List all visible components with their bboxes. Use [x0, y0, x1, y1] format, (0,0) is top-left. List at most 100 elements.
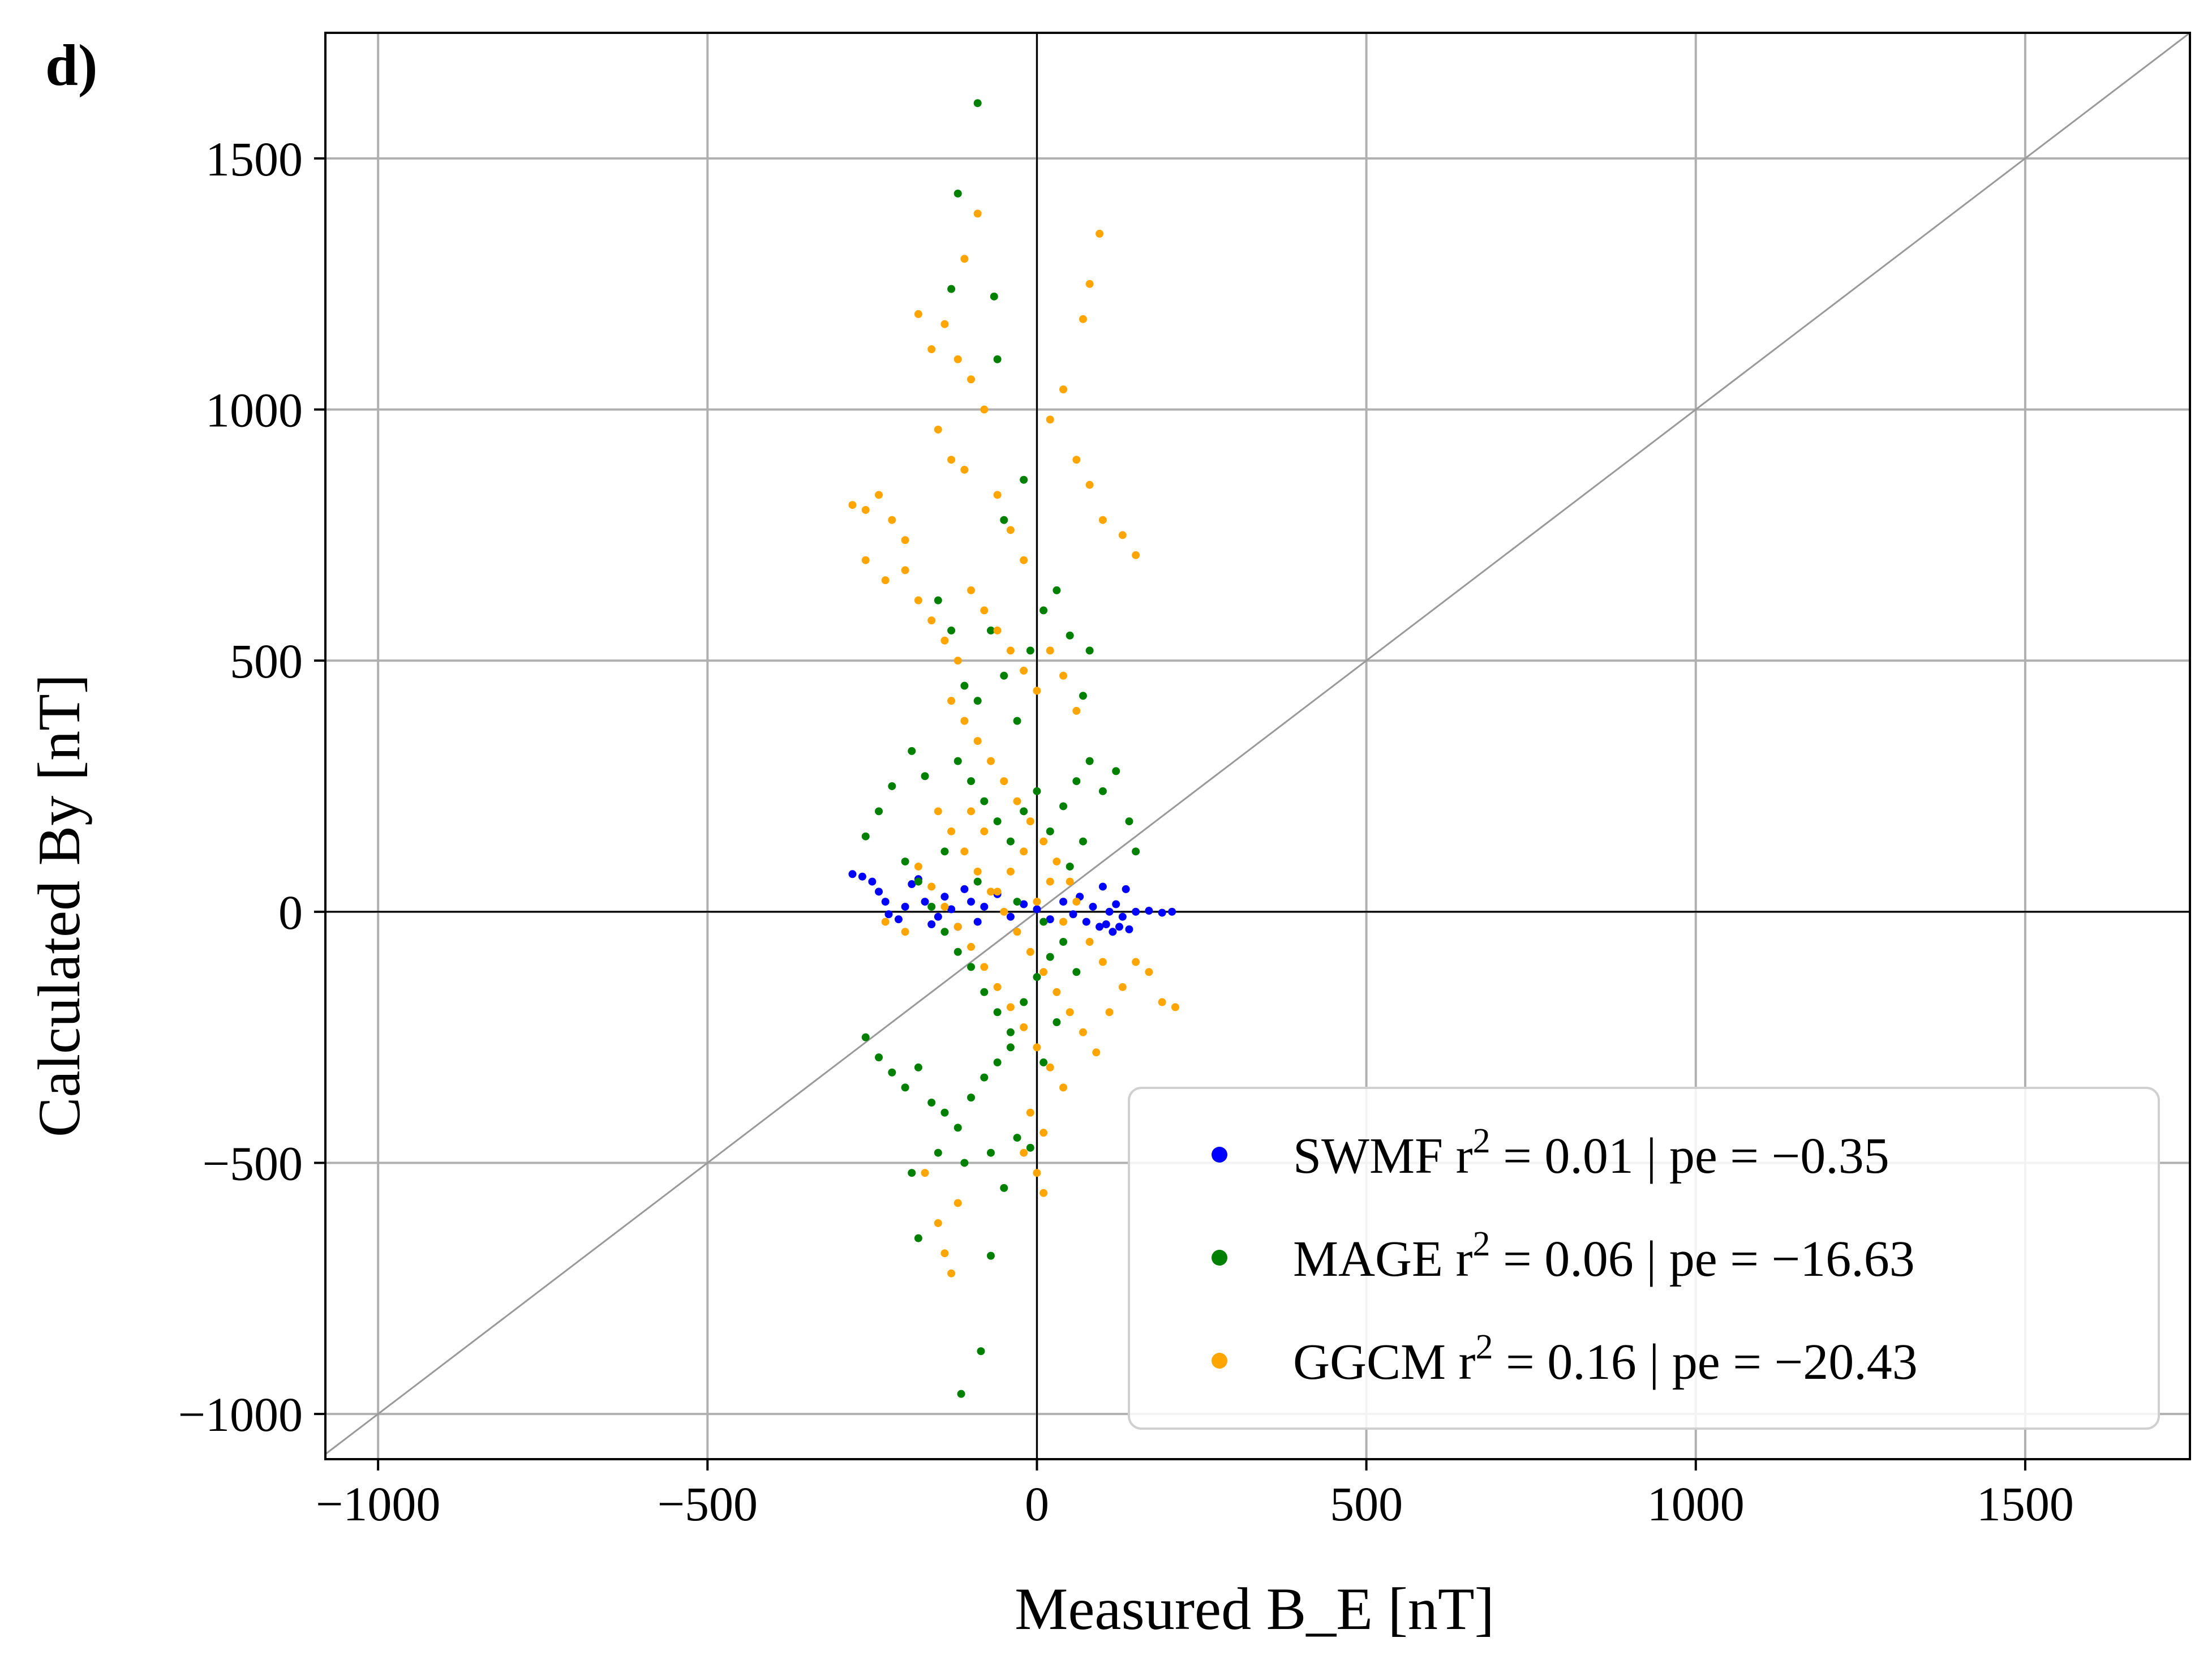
point-ggcm-71 — [1145, 968, 1153, 976]
point-ggcm-2 — [1096, 229, 1104, 238]
point-ggcm-1 — [960, 255, 969, 263]
point-ggcm-35 — [953, 657, 962, 665]
point-ggcm-73 — [1171, 1003, 1179, 1011]
point-ggcm-28 — [901, 536, 909, 545]
point-swmf-26 — [1069, 910, 1077, 919]
point-mage-4 — [993, 355, 1002, 363]
point-swmf-11 — [927, 920, 936, 928]
y-tick-label-3: 500 — [230, 634, 303, 688]
y-axis-label: Calculated By [nT] — [26, 674, 92, 1137]
point-ggcm-72 — [1158, 998, 1166, 1006]
point-ggcm-39 — [1006, 646, 1015, 655]
point-mage-42 — [927, 902, 936, 911]
point-ggcm-107 — [967, 807, 976, 816]
point-mage-8 — [947, 626, 956, 634]
point-ggcm-29 — [861, 556, 870, 564]
point-swmf-4 — [881, 898, 890, 906]
point-ggcm-37 — [980, 606, 989, 615]
point-ggcm-90 — [1020, 1148, 1028, 1157]
point-ggcm-91 — [1033, 1169, 1041, 1177]
point-ggcm-85 — [1033, 1043, 1041, 1052]
point-swmf-10 — [921, 898, 929, 906]
legend: SWMF r2 = 0.01 | pe = −0.35 MAGE r2 = 0.0… — [1128, 1087, 2160, 1430]
point-mage-64 — [993, 1058, 1002, 1067]
point-ggcm-105 — [1085, 938, 1094, 946]
point-mage-11 — [986, 626, 995, 634]
point-mage-81 — [940, 847, 949, 856]
point-swmf-35 — [1112, 900, 1120, 908]
point-ggcm-99 — [1006, 867, 1015, 876]
point-swmf-24 — [1046, 915, 1054, 924]
point-mage-27 — [980, 797, 989, 805]
point-swmf-25 — [1059, 898, 1068, 906]
point-ggcm-20 — [1085, 481, 1094, 489]
point-mage-28 — [993, 817, 1002, 826]
point-swmf-1 — [858, 872, 866, 881]
point-swmf-37 — [1118, 912, 1127, 921]
point-ggcm-104 — [1072, 898, 1081, 906]
legend-entry-ggcm: GGCM r2 = 0.16 | pe = −20.43 — [1212, 1328, 1918, 1390]
point-ggcm-76 — [914, 862, 922, 871]
point-ggcm-42 — [1046, 646, 1054, 655]
point-swmf-12 — [934, 912, 942, 921]
point-mage-6 — [1000, 516, 1008, 524]
point-mage-33 — [1059, 802, 1068, 811]
point-ggcm-51 — [1026, 817, 1034, 826]
y-tick-label-4: 1000 — [205, 383, 303, 437]
point-mage-83 — [1013, 898, 1021, 906]
point-ggcm-15 — [1006, 526, 1015, 534]
point-ggcm-70 — [1132, 958, 1140, 966]
point-mage-67 — [986, 1148, 995, 1157]
point-ggcm-48 — [986, 757, 995, 765]
point-mage-45 — [967, 963, 976, 971]
point-ggcm-80 — [967, 942, 976, 951]
point-mage-26 — [967, 777, 976, 786]
point-ggcm-66 — [1079, 1028, 1087, 1036]
point-ggcm-57 — [960, 847, 969, 856]
point-mage-43 — [940, 928, 949, 936]
point-mage-25 — [953, 757, 962, 765]
point-swmf-14 — [947, 905, 956, 914]
point-mage-35 — [1085, 757, 1094, 765]
point-mage-57 — [901, 1083, 909, 1092]
point-ggcm-89 — [1040, 1129, 1048, 1137]
point-ggcm-87 — [1059, 1083, 1068, 1092]
point-ggcm-34 — [940, 636, 949, 645]
point-swmf-36 — [1115, 923, 1123, 931]
point-mage-14 — [1026, 646, 1034, 655]
point-ggcm-59 — [986, 888, 995, 896]
point-ggcm-19 — [1072, 456, 1081, 464]
point-ggcm-100 — [1020, 847, 1028, 856]
point-mage-80 — [1079, 837, 1087, 846]
point-ggcm-78 — [940, 902, 949, 911]
y-tick-label-1: −500 — [202, 1136, 303, 1190]
legend-label-swmf: SWMF r2 = 0.01 | pe = −0.35 — [1293, 1122, 1889, 1184]
point-ggcm-98 — [993, 888, 1002, 896]
point-swmf-2 — [868, 877, 877, 886]
point-ggcm-95 — [934, 1219, 942, 1227]
point-mage-76 — [957, 1390, 965, 1398]
point-swmf-0 — [848, 870, 857, 878]
point-ggcm-12 — [947, 456, 956, 464]
point-mage-59 — [927, 1099, 936, 1107]
point-ggcm-96 — [953, 1199, 962, 1207]
point-mage-66 — [1013, 1134, 1021, 1142]
series-swmf — [848, 870, 1176, 936]
point-ggcm-75 — [901, 928, 909, 936]
y-tick-labels: −1000 −500 0 500 1000 1500 — [178, 132, 303, 1442]
point-ggcm-0 — [973, 209, 982, 218]
point-mage-29 — [1006, 837, 1015, 846]
point-mage-68 — [960, 1159, 969, 1167]
point-mage-10 — [973, 697, 982, 705]
point-swmf-7 — [901, 902, 909, 911]
point-mage-54 — [861, 1033, 870, 1041]
point-ggcm-7 — [940, 320, 949, 328]
x-tick-label-3: 500 — [1330, 1477, 1403, 1531]
point-mage-71 — [1000, 1184, 1008, 1192]
point-swmf-34 — [1109, 928, 1117, 936]
legend-marker-ggcm — [1212, 1353, 1227, 1369]
point-mage-55 — [875, 1053, 883, 1062]
point-ggcm-108 — [1098, 958, 1107, 966]
point-mage-38 — [1125, 817, 1133, 826]
